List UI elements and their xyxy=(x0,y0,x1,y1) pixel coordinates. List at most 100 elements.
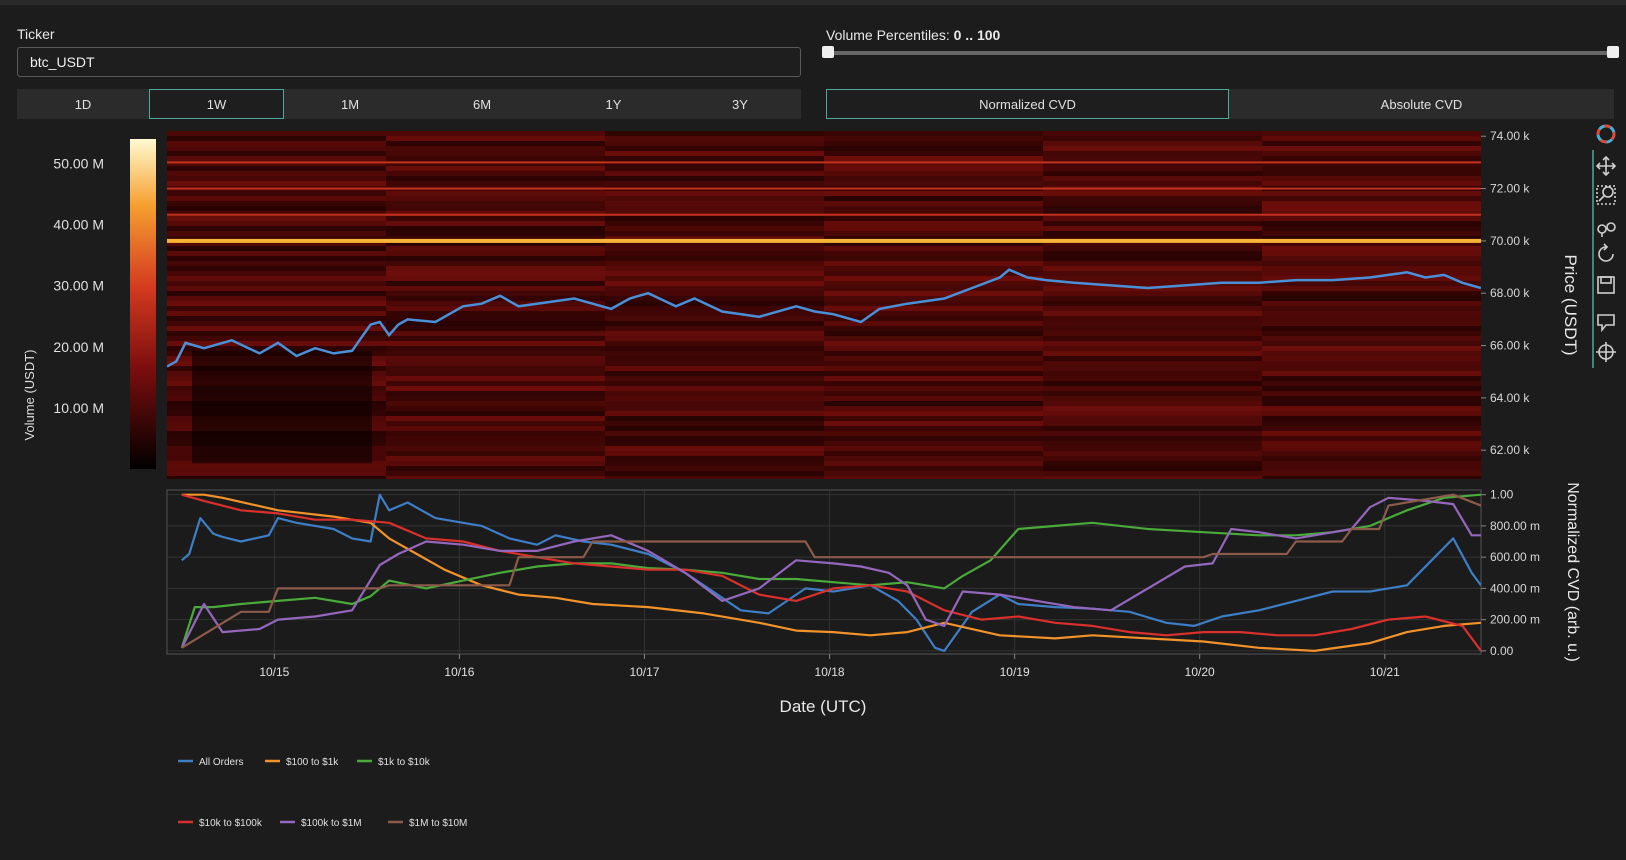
heatmap-cell xyxy=(1262,176,1481,181)
percentile-slider-track[interactable] xyxy=(826,51,1614,55)
heatmap-cell xyxy=(605,236,825,241)
legend-item[interactable]: All Orders xyxy=(178,757,243,768)
heatmap-cell xyxy=(1262,246,1481,251)
heatmap-cell xyxy=(386,146,606,151)
heatmap-cell xyxy=(605,211,825,216)
heatmap-cell xyxy=(1262,471,1481,476)
heatmap-cell xyxy=(386,321,606,326)
heatmap-cell xyxy=(1043,466,1263,471)
timeframe-1w-button[interactable]: 1W xyxy=(149,89,284,119)
heatmap-cell xyxy=(167,336,387,341)
legend-label: $100k to $1M xyxy=(301,818,362,829)
heatmap-cell xyxy=(386,211,606,216)
legend-item[interactable]: $100 to $1k xyxy=(265,757,339,768)
timeframe-1m-button[interactable]: 1M xyxy=(284,89,416,119)
date-axis-tick-label: 10/20 xyxy=(1185,665,1215,679)
heatmap-cell xyxy=(167,306,387,311)
legend-item[interactable]: $1k to $10k xyxy=(357,757,431,768)
cvd-series-lines xyxy=(180,493,1481,653)
hover-closest-icon[interactable] xyxy=(1597,314,1615,333)
heatmap-cell xyxy=(167,171,387,176)
heatmap-cell xyxy=(1043,141,1263,146)
zoom-icon[interactable] xyxy=(1596,185,1616,205)
percentile-slider-min-handle[interactable] xyxy=(822,46,834,58)
heatmap-cell xyxy=(1262,221,1481,226)
heatmap-cell xyxy=(605,181,825,186)
normalized-cvd-button[interactable]: Normalized CVD xyxy=(826,89,1229,119)
heatmap-cell xyxy=(1262,341,1481,346)
heatmap-cell xyxy=(1043,316,1263,321)
price-axis-tick-label: 66.00 k xyxy=(1490,339,1530,353)
heatmap-cell xyxy=(605,251,825,256)
heatmap-cell xyxy=(386,141,606,146)
heatmap-cell xyxy=(605,216,825,221)
heatmap-cell xyxy=(1262,281,1481,286)
timeframe-1y-button[interactable]: 1Y xyxy=(548,89,679,119)
heatmap-cell xyxy=(167,281,387,286)
heatmap-cell xyxy=(605,131,825,136)
heatmap-cell xyxy=(386,196,606,201)
compare-hover-icon[interactable] xyxy=(1597,222,1616,237)
heatmap-cell xyxy=(605,331,825,336)
heatmap-cell xyxy=(605,266,825,271)
pan-icon[interactable] xyxy=(1595,155,1617,177)
colorbar-tick-label: 10.00 M xyxy=(53,400,104,416)
heatmap-cell xyxy=(386,271,606,276)
heatmap-cell xyxy=(605,171,825,176)
heatmap-cell xyxy=(1262,226,1481,231)
heatmap-cell xyxy=(167,266,387,271)
heatmap-cell xyxy=(1043,396,1263,401)
legend-item[interactable]: $100k to $1M xyxy=(280,818,362,829)
heatmap-cell xyxy=(1043,181,1263,186)
heatmap-cell xyxy=(1262,216,1481,221)
heatmap-cell xyxy=(167,201,387,206)
heatmap-cell xyxy=(824,156,1044,161)
timeframe-3y-button[interactable]: 3Y xyxy=(679,89,801,119)
heatmap-cell xyxy=(1043,166,1263,171)
heatmap-cell xyxy=(167,296,387,301)
heatmap-cell xyxy=(167,271,387,276)
heatmap-cell xyxy=(1262,421,1481,426)
heatmap-cell xyxy=(1043,376,1263,381)
percentile-slider-max-handle[interactable] xyxy=(1607,46,1619,58)
heatmap-cell xyxy=(1043,171,1263,176)
cvd-mode-buttons: Normalized CVD Absolute CVD xyxy=(826,89,1614,119)
timeframe-1d-button[interactable]: 1D xyxy=(17,89,149,119)
heatmap-cell xyxy=(386,166,606,171)
timeframe-6m-button[interactable]: 6M xyxy=(416,89,548,119)
heatmap-cell xyxy=(386,391,606,396)
heatmap-cell xyxy=(605,396,825,401)
ticker-input[interactable] xyxy=(17,47,801,77)
heatmap-cell xyxy=(1262,136,1481,141)
heatmap-cell xyxy=(824,261,1044,266)
heatmap-cell xyxy=(386,446,606,451)
heatmap-cell xyxy=(386,156,606,161)
heatmap-cell xyxy=(824,456,1044,461)
plotly-logo-icon[interactable] xyxy=(1596,124,1616,144)
cvd-axis-label: Normalized CVD (arb. u.) xyxy=(1564,482,1581,662)
heatmap-cell xyxy=(1262,156,1481,161)
legend-item[interactable]: $10k to $100k xyxy=(178,818,263,829)
download-icon[interactable] xyxy=(1597,276,1615,294)
heatmap-cell xyxy=(167,161,387,166)
date-axis-ticks: 10/15 10/16 10/17 10/18 10/19 10/20 10/21 xyxy=(259,654,1400,679)
heatmap-cell xyxy=(605,176,825,181)
heatmap-cell xyxy=(1043,456,1263,461)
heatmap-cell xyxy=(1043,426,1263,431)
heatmap-cell xyxy=(386,291,606,296)
reset-icon[interactable] xyxy=(1598,243,1614,262)
heatmap-cell xyxy=(386,256,606,261)
heatmap-cell xyxy=(605,226,825,231)
heatmap-cell xyxy=(824,291,1044,296)
spike-lines-icon[interactable] xyxy=(1596,342,1616,362)
legend-item[interactable]: $1M to $10M xyxy=(388,818,467,829)
heatmap-cell xyxy=(386,456,606,461)
heatmap-cell xyxy=(605,351,825,356)
heatmap-cell xyxy=(824,246,1044,251)
heatmap-cell xyxy=(824,256,1044,261)
heatmap-cell xyxy=(824,221,1044,226)
heatmap-cell xyxy=(1262,236,1481,241)
date-axis-tick-label: 10/16 xyxy=(444,665,474,679)
absolute-cvd-button[interactable]: Absolute CVD xyxy=(1229,89,1614,119)
heatmap-cell xyxy=(1043,191,1263,196)
